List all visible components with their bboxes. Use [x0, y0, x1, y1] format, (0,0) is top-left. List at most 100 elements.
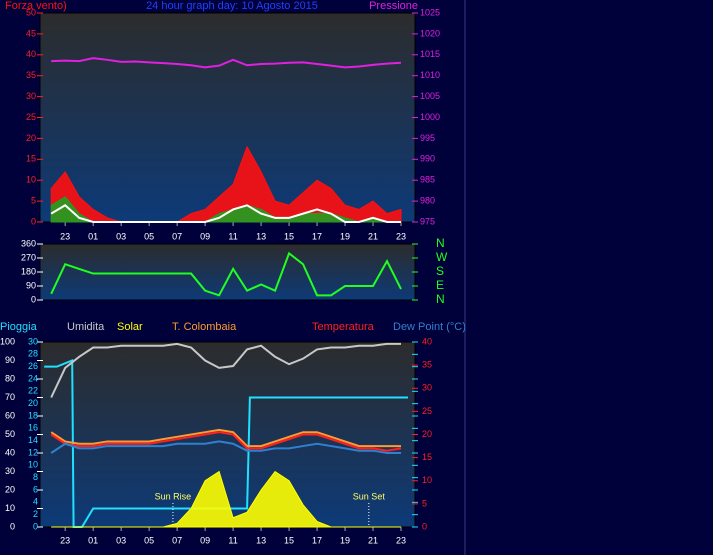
annotation: Sun Rise — [155, 491, 192, 501]
x-tick-label: 07 — [172, 231, 182, 241]
y2-tick-label: 1010 — [420, 70, 440, 80]
x-tick-label: 01 — [88, 535, 98, 545]
legend-label: Pioggia — [0, 321, 38, 333]
y-tick-label: 5 — [31, 195, 36, 205]
legend-label: Umidita — [67, 321, 105, 333]
line — [50, 204, 402, 223]
x-tick-label: 17 — [312, 231, 322, 241]
line — [51, 57, 402, 69]
y-tick-label: 180 — [21, 266, 36, 276]
legend-label: Dew Point (°C) — [393, 321, 466, 333]
area — [51, 470, 402, 528]
y2-tick-label: 25 — [422, 406, 432, 416]
y-tick-label: 80 — [5, 373, 15, 383]
y-tick-label: 10 — [5, 503, 15, 513]
x-tick-label: 17 — [312, 535, 322, 545]
y-tick-label: 20 — [26, 133, 36, 143]
y2-tick-label: 0 — [422, 521, 427, 531]
y-tick-label: 20 — [5, 484, 15, 494]
y2-tick-label: 1025 — [420, 7, 440, 17]
x-tick-label: 09 — [200, 231, 210, 241]
y-tick-label: 90 — [26, 280, 36, 290]
y-tick-label: 60 — [5, 410, 15, 420]
x-tick-label: 19 — [340, 535, 350, 545]
x-tick-label: 05 — [144, 535, 154, 545]
x-tick-label: 19 — [340, 231, 350, 241]
y-tick-label: 15 — [26, 154, 36, 164]
y3-tick-label: 8 — [33, 472, 38, 482]
y-tick-label: 270 — [21, 252, 36, 262]
y-tick-label: 360 — [21, 238, 36, 248]
x-tick-label: 13 — [256, 231, 266, 241]
y2-tick-label: E — [436, 278, 444, 292]
y2-tick-label: 1015 — [420, 49, 440, 59]
x-tick-label: 21 — [368, 535, 378, 545]
y2-tick-label: N — [436, 236, 445, 250]
x-tick-label: 13 — [256, 535, 266, 545]
y-tick-label: 0 — [31, 294, 36, 304]
y3-tick-label: 0 — [33, 521, 38, 531]
x-tick-label: 15 — [284, 535, 294, 545]
x-tick-label: 23 — [396, 231, 406, 241]
y-tick-label: 90 — [5, 355, 15, 365]
x-tick-label: 07 — [172, 535, 182, 545]
plot-area — [39, 12, 416, 223]
y3-tick-label: 18 — [28, 410, 38, 420]
y3-tick-label: 2 — [33, 509, 38, 519]
line — [50, 251, 402, 297]
line — [50, 440, 402, 454]
chart-title: 24 hour graph day: 10 Agosto 2015 — [146, 0, 318, 12]
y-tick-label: 0 — [10, 521, 15, 531]
x-tick-label: 11 — [228, 231, 237, 241]
y-tick-label: 10 — [26, 175, 36, 185]
x-tick-label: 15 — [284, 231, 294, 241]
annotation: Sun Set — [353, 491, 386, 501]
y-tick-label: 0 — [31, 216, 36, 226]
y3-tick-label: 24 — [28, 373, 38, 383]
x-tick-label: 11 — [228, 535, 237, 545]
x-tick-label: 23 — [396, 535, 406, 545]
line — [50, 342, 402, 398]
x-tick-label: 03 — [116, 231, 126, 241]
line — [50, 428, 402, 448]
x-tick-label: 03 — [116, 535, 126, 545]
y3-tick-label: 26 — [28, 361, 38, 371]
y3-tick-label: 4 — [33, 497, 38, 507]
y2-tick-label: 975 — [420, 216, 435, 226]
y3-tick-label: 16 — [28, 423, 38, 433]
y2-tick-label: 1020 — [420, 28, 440, 38]
y3-tick-label: 22 — [28, 386, 38, 396]
y2-tick-label: S — [436, 264, 444, 278]
y2-tick-label: 995 — [420, 133, 435, 143]
y-tick-label: 35 — [26, 70, 36, 80]
x-tick-label: 01 — [88, 231, 98, 241]
y3-tick-label: 12 — [28, 447, 38, 457]
y2-tick-label: 1000 — [420, 112, 440, 122]
y3-tick-label: 14 — [28, 435, 38, 445]
y2-tick-label: 35 — [422, 360, 432, 370]
y2-tick-label: 10 — [422, 475, 432, 485]
y2-tick-label: 40 — [422, 336, 432, 346]
y-tick-label: 25 — [26, 112, 36, 122]
y2-tick-label: 1005 — [420, 91, 440, 101]
x-tick-label: 23 — [60, 231, 70, 241]
y-tick-label: 30 — [26, 91, 36, 101]
x-tick-label: 23 — [60, 535, 70, 545]
y-tick-label: 50 — [5, 429, 15, 439]
y-tick-label: 45 — [26, 28, 36, 38]
y2-tick-label: 15 — [422, 452, 432, 462]
plot-area — [39, 243, 416, 301]
x-tick-label: 21 — [368, 231, 378, 241]
legend-label: Temperatura — [312, 321, 375, 333]
x-tick-label: 05 — [144, 231, 154, 241]
y3-tick-label: 6 — [33, 484, 38, 494]
legend-label: T. Colombaia — [172, 321, 237, 333]
y2-tick-label: 30 — [422, 383, 432, 393]
y2-tick-label: 5 — [422, 498, 427, 508]
x-tick-label: 09 — [200, 535, 210, 545]
legend-label: Solar — [117, 321, 143, 333]
y3-tick-label: 28 — [28, 349, 38, 359]
y-tick-label: 40 — [26, 49, 36, 59]
legend-label: Pressione — [369, 0, 418, 12]
